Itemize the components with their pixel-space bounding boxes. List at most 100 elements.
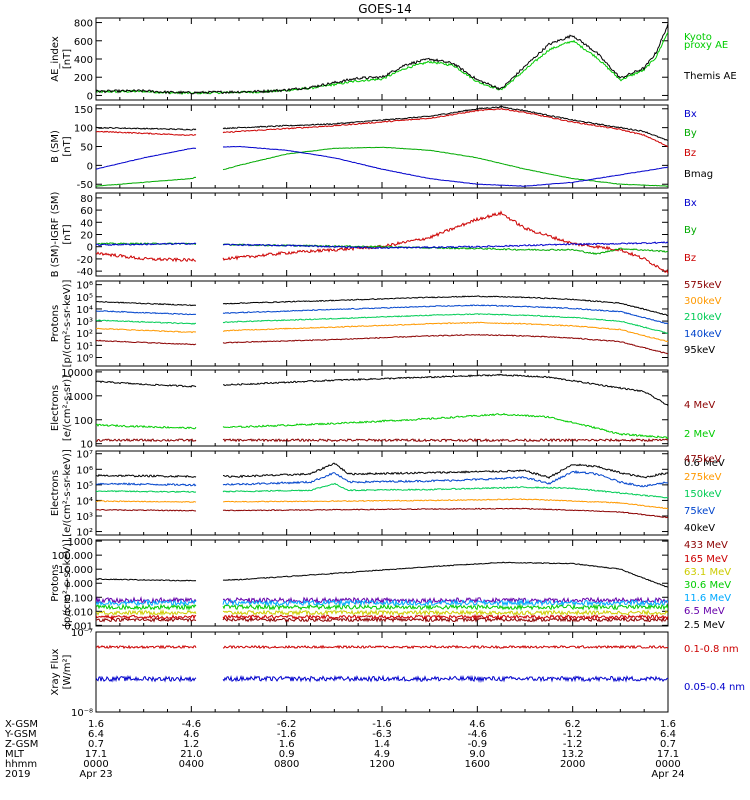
orbit-row-label-y-gsm: Y-GSM <box>4 729 37 740</box>
series-40kev <box>96 462 668 480</box>
orbit-value: 1.6 <box>279 739 295 750</box>
series-0-6-mev <box>96 373 668 407</box>
series-95kev <box>96 295 668 317</box>
y-axis-label: [p/(cm²-s-sr-keV)] <box>62 539 73 627</box>
legend-2-5-mev: 2.5 MeV <box>684 620 725 631</box>
legend-95kev: 95keV <box>684 345 715 356</box>
orbit-value: 0000 <box>83 759 108 770</box>
y-tick-label: 20 <box>80 231 93 242</box>
legend-0-05-0-4-nm: 0.05-0.4 nm <box>684 682 745 693</box>
series-75kev <box>96 470 668 488</box>
y-tick-label: 1000 <box>68 392 93 403</box>
y-tick-label: -50 <box>77 180 93 191</box>
panel-protons-high: 0.001 0.010 0.100 1.000 10.000 100.000 1000 Pro… <box>50 537 731 632</box>
y-axis-label: [e/(cm²-s-sr)] <box>62 375 73 441</box>
series-bz <box>96 210 668 274</box>
y-tick-label: 10⁴ <box>76 305 93 316</box>
orbit-value: 2000 <box>560 759 585 770</box>
y-tick-label: 10000 <box>61 368 93 379</box>
orbit-value: -6.2 <box>277 719 297 730</box>
orbit-value: 0000 <box>655 759 680 770</box>
orbit-value: 17.1 <box>85 749 107 760</box>
orbit-row-label-x-gsm: X-GSM <box>5 719 38 730</box>
y-axis-label: [e/(cm²-s-sr-keV)] <box>62 449 73 537</box>
orbit-info-table: X-GSMY-GSMZ-GSMMLThhmm20191.66.40.717.10… <box>4 719 685 780</box>
legend-bmag: Bmag <box>684 169 713 180</box>
series-165-mev <box>96 613 668 621</box>
y-tick-label: 0.100 <box>64 593 93 604</box>
orbit-value: 4.6 <box>469 719 485 730</box>
orbit-value: 1200 <box>369 759 394 770</box>
y-tick-label: 10⁶ <box>76 281 93 292</box>
y-tick-label: 10⁻⁷ <box>71 628 93 639</box>
orbit-value: -1.6 <box>372 719 392 730</box>
panel-frame <box>95 631 669 713</box>
y-tick-label: 80 <box>80 194 93 205</box>
y-tick-label: -40 <box>77 267 93 278</box>
series-475kev <box>96 507 668 519</box>
y-tick-label: 10⁷ <box>76 450 93 461</box>
y-tick-label: 10³ <box>76 317 93 328</box>
y-axis-label: B (SM)-IGRF (SM) <box>50 192 61 278</box>
y-tick-label: 100 <box>74 416 93 427</box>
orbit-value: 6.4 <box>88 729 104 740</box>
y-axis-label: Xray Flux <box>50 648 61 695</box>
y-tick-label: 50 <box>80 143 93 154</box>
series-275kev <box>96 498 668 510</box>
y-tick-label: 600 <box>74 37 93 48</box>
series-bx <box>96 241 668 250</box>
orbit-value: 9.0 <box>469 749 485 760</box>
orbit-value: 1.2 <box>183 739 199 750</box>
legend-433-mev: 433 MeV <box>684 540 728 551</box>
orbit-value: 1.6 <box>88 719 104 730</box>
legend-11-6-mev: 11.6 MeV <box>684 593 731 604</box>
series-63-1-mev <box>96 608 668 617</box>
orbit-row-label-hhmm: hhmm <box>5 759 37 770</box>
legend-6-5-mev: 6.5 MeV <box>684 606 725 617</box>
y-tick-label: 10⁵ <box>76 293 93 304</box>
orbit-row-label-2019: 2019 <box>5 769 30 780</box>
legend-bz: Bz <box>684 148 696 159</box>
series-150kev <box>96 482 668 499</box>
orbit-value: 21.0 <box>180 749 202 760</box>
legend-4-mev: 4 MeV <box>684 400 715 411</box>
y-tick-label: 10⁶ <box>76 465 93 476</box>
legend-2-mev: 2 MeV <box>684 429 715 440</box>
panel-frame <box>95 192 669 277</box>
orbit-value: 0.9 <box>279 749 295 760</box>
y-tick-label: 0 <box>87 91 93 102</box>
legend-bx: Bx <box>684 109 697 120</box>
legend-75kev: 75keV <box>684 506 715 517</box>
y-axis-label: Electrons <box>50 470 61 516</box>
legend-by: By <box>684 128 697 139</box>
panel-electrons-low: 10² 10³ 10⁴ 10⁵ 10⁶ 10⁷ Electrons [e/(cm²-s-sr-… <box>50 449 722 538</box>
legend-proxy-ae: proxy AE <box>684 40 728 51</box>
orbit-value: 0.7 <box>660 739 676 750</box>
y-axis-label: Electrons <box>50 385 61 431</box>
panel-frame <box>95 104 669 189</box>
series-themis-ae <box>96 23 668 95</box>
legend-210kev: 210keV <box>684 312 722 323</box>
y-tick-label: 100 <box>74 124 93 135</box>
orbit-value: -1.6 <box>277 729 297 740</box>
y-axis-label: B (SM) <box>50 130 61 163</box>
legend-0-6-mev: 0.6 MeV <box>684 458 725 469</box>
orbit-value: 1.6 <box>660 719 676 730</box>
y-axis-label: Protons <box>50 305 61 342</box>
orbit-value: 17.1 <box>657 749 679 760</box>
orbit-row-label-z-gsm: Z-GSM <box>5 739 38 750</box>
y-tick-label: 800 <box>74 19 93 30</box>
y-axis-label: [nT] <box>62 224 73 244</box>
series-210kev <box>96 313 668 334</box>
series-140kev <box>96 304 668 325</box>
y-tick-label: 200 <box>74 73 93 84</box>
y-tick-label: 100.000 <box>52 551 93 562</box>
legend-bz: Bz <box>684 253 696 264</box>
series-kyoto-proxy-ae <box>96 31 668 95</box>
y-tick-label: 150 <box>74 105 93 116</box>
series-bx <box>96 145 668 187</box>
legend-0-1-0-8-nm: 0.1-0.8 nm <box>684 644 739 655</box>
